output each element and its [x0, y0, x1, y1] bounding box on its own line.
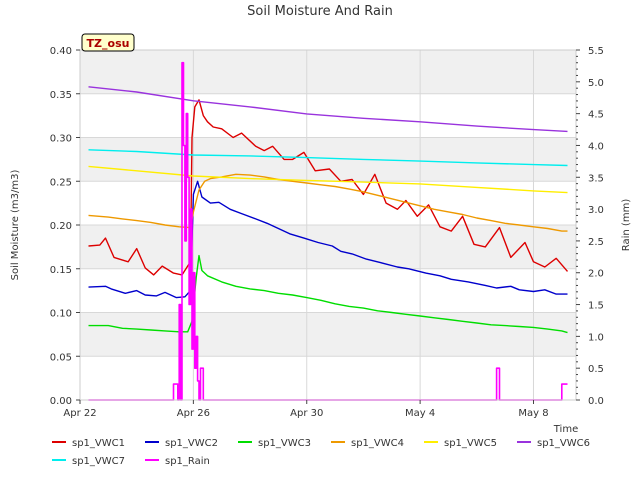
- x-tick-label: May 8: [518, 408, 548, 419]
- y-axis-right-label: Rain (mm): [621, 199, 632, 252]
- series-line-sp1_VWC5: [88, 165, 568, 194]
- y-right-tick-label: 3.0: [588, 205, 604, 216]
- y-right-tick-label: 2.5: [588, 237, 604, 248]
- legend-label: sp1_VWC6: [537, 438, 590, 449]
- series-line-sp1_VWC4: [88, 173, 568, 232]
- legend-item-sp1_VWC6: sp1_VWC6: [517, 438, 590, 449]
- y-tick-label: 0.35: [50, 90, 72, 101]
- legend-label: sp1_VWC4: [351, 438, 404, 449]
- y-tick-label: 0.05: [50, 352, 72, 363]
- site-badge: TZ_osu: [81, 33, 135, 52]
- y-right-tick-label: 5.0: [588, 78, 604, 89]
- chart-title: Soil Moisture And Rain: [247, 4, 393, 19]
- x-tick-label: Apr 26: [177, 408, 210, 419]
- y-right-tick-label: 0.0: [588, 396, 604, 407]
- series-line-sp1_VWC1: [88, 99, 569, 276]
- legend-label: sp1_Rain: [165, 456, 210, 467]
- y-axis-label: Soil Moisture (m3/m3): [10, 170, 21, 281]
- legend-item-sp1_VWC2: sp1_VWC2: [145, 438, 218, 449]
- x-tick-label: May 4: [405, 408, 435, 419]
- y-tick-label: 0.00: [50, 396, 72, 407]
- plot-band: [80, 312, 576, 357]
- series-line-sp1_VWC2: [88, 180, 568, 299]
- legend-label: sp1_VWC1: [72, 438, 125, 449]
- legend-label: sp1_VWC2: [165, 438, 218, 449]
- x-axis-label: Time: [553, 424, 578, 435]
- y-right-tick-label: 4.5: [588, 110, 604, 121]
- legend-item-sp1_Rain: sp1_Rain: [145, 456, 210, 467]
- legend-item-sp1_VWC7: sp1_VWC7: [52, 456, 125, 467]
- y-right-tick-label: 0.5: [588, 364, 604, 375]
- axes: 0.00 0.05 0.10 0.15 0.20 0.25 0.30 0.35 0.40 0.0 0…: [50, 46, 604, 419]
- x-tick-label: Apr 22: [63, 408, 96, 419]
- legend-label: sp1_VWC7: [72, 456, 125, 467]
- legend-item-sp1_VWC4: sp1_VWC4: [331, 438, 404, 449]
- plot-band: [80, 50, 576, 94]
- legend: sp1_VWC1 sp1_VWC2 sp1_VWC3 sp1_VWC4 sp1_VWC5…: [52, 438, 590, 467]
- legend-label: sp1_VWC5: [444, 438, 497, 449]
- series-line-sp1_VWC7: [88, 149, 568, 167]
- y-tick-label: 0.30: [50, 134, 72, 145]
- y-tick-label: 0.10: [50, 309, 72, 320]
- legend-item-sp1_VWC3: sp1_VWC3: [238, 438, 311, 449]
- y-tick-label: 0.40: [50, 46, 72, 57]
- legend-label: sp1_VWC3: [258, 438, 311, 449]
- site-badge-label: TZ_osu: [87, 37, 130, 50]
- y-right-tick-label: 1.0: [588, 332, 604, 343]
- y-right-tick-label: 1.5: [588, 301, 604, 312]
- y-tick-label: 0.25: [50, 177, 72, 188]
- x-tick-label: Apr 30: [290, 408, 323, 419]
- y-right-tick-label: 2.0: [588, 269, 604, 280]
- y-right-tick-label: 5.5: [588, 46, 604, 57]
- plot-band: [80, 225, 576, 269]
- legend-item-sp1_VWC1: sp1_VWC1: [52, 438, 125, 449]
- y-tick-label: 0.20: [50, 221, 72, 232]
- legend-item-sp1_VWC5: sp1_VWC5: [424, 438, 497, 449]
- y-tick-label: 0.15: [50, 265, 72, 276]
- series-line-sp1_VWC6: [88, 86, 568, 133]
- y-right-tick-label: 3.5: [588, 173, 604, 184]
- plot-band: [80, 137, 576, 182]
- y-right-tick-label: 4.0: [588, 141, 604, 152]
